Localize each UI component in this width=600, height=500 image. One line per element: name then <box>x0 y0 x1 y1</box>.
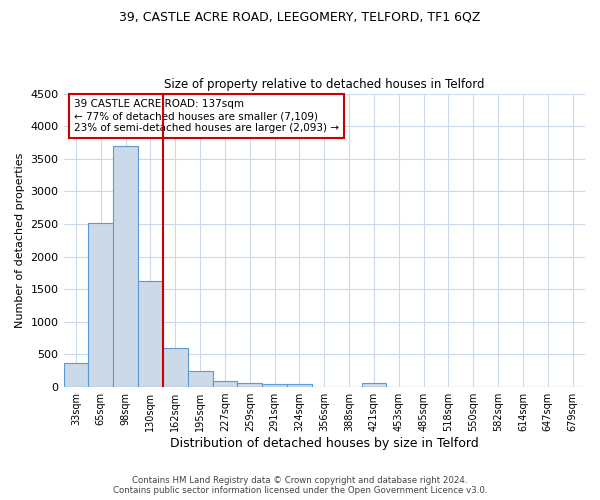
Bar <box>88 222 113 387</box>
Bar <box>113 146 138 387</box>
Bar <box>362 384 386 387</box>
Bar <box>287 384 312 387</box>
Title: Size of property relative to detached houses in Telford: Size of property relative to detached ho… <box>164 78 485 91</box>
Text: 39, CASTLE ACRE ROAD, LEEGOMERY, TELFORD, TF1 6QZ: 39, CASTLE ACRE ROAD, LEEGOMERY, TELFORD… <box>119 10 481 23</box>
Bar <box>238 384 262 387</box>
Y-axis label: Number of detached properties: Number of detached properties <box>15 152 25 328</box>
Text: 39 CASTLE ACRE ROAD: 137sqm
← 77% of detached houses are smaller (7,109)
23% of : 39 CASTLE ACRE ROAD: 137sqm ← 77% of det… <box>74 100 339 132</box>
Bar <box>188 372 212 387</box>
Text: Contains HM Land Registry data © Crown copyright and database right 2024.
Contai: Contains HM Land Registry data © Crown c… <box>113 476 487 495</box>
Bar <box>163 348 188 387</box>
Bar <box>262 384 287 387</box>
Bar <box>212 380 238 387</box>
Bar <box>64 363 88 387</box>
Bar <box>138 281 163 387</box>
X-axis label: Distribution of detached houses by size in Telford: Distribution of detached houses by size … <box>170 437 479 450</box>
